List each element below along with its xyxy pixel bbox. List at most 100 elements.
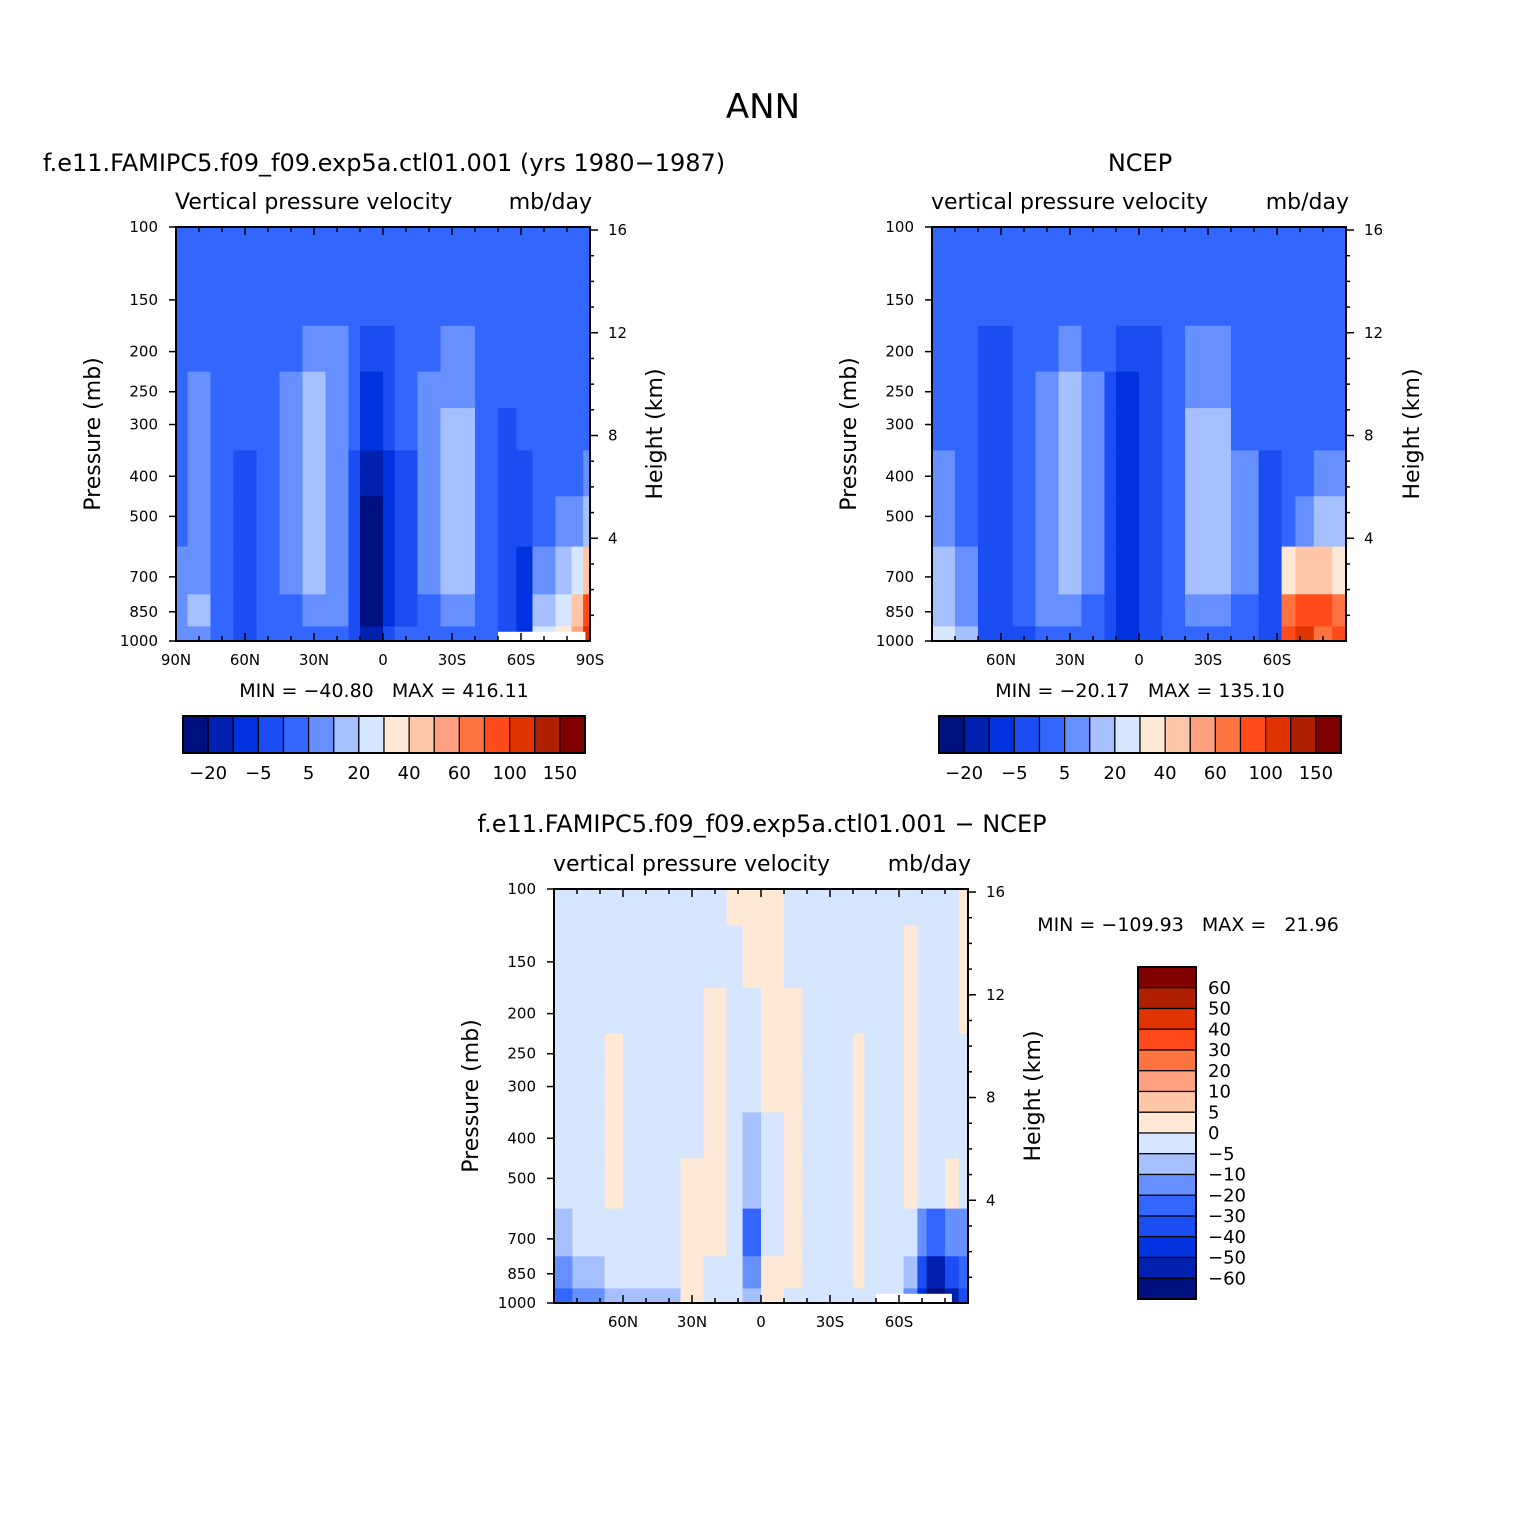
field-cell	[440, 371, 476, 409]
field-cell	[1295, 450, 1315, 497]
field-cell	[1162, 450, 1186, 497]
field-cell	[1332, 594, 1347, 627]
field-cell	[1231, 371, 1260, 409]
field-cell	[784, 1033, 803, 1071]
y-tick-label: 250	[129, 383, 158, 401]
field-cell	[210, 594, 235, 627]
field-cell	[784, 889, 803, 927]
field-cell	[383, 227, 396, 265]
y-tick-label: 200	[885, 343, 914, 361]
field-cell	[394, 227, 419, 265]
field-cell	[604, 1112, 624, 1159]
colorbar-label: 5	[303, 763, 314, 784]
panel-diff-ylabel: Pressure (mb)	[459, 1019, 484, 1173]
field-cell	[703, 1158, 728, 1210]
field-cell	[176, 371, 189, 409]
field-cell	[726, 1112, 744, 1159]
field-cell	[1104, 450, 1117, 497]
field-cell	[394, 450, 419, 497]
field-cell	[325, 408, 350, 451]
panel-model-title: f.e11.FAMIPC5.f09_f09.exp5a.ctl01.001 (y…	[43, 149, 725, 177]
field-cell	[1081, 450, 1106, 497]
field-cell	[1162, 546, 1186, 595]
colorbar-label: 5	[1059, 763, 1070, 784]
field-cell	[958, 1208, 969, 1257]
field-cell	[1313, 263, 1333, 327]
field-cell	[1116, 450, 1140, 497]
x-tick-label: 30N	[299, 651, 329, 669]
field-cell	[1012, 546, 1037, 595]
field-cell	[1281, 450, 1296, 497]
field-cell	[703, 1033, 728, 1071]
field-cell	[532, 263, 557, 327]
field-cell	[279, 371, 304, 409]
y-tick-label: 200	[129, 343, 158, 361]
field-cell	[417, 626, 442, 642]
field-cell	[864, 1158, 905, 1210]
field-cell	[742, 987, 762, 1035]
colorbar-swatch	[182, 715, 209, 754]
field-cell	[348, 594, 361, 627]
field-cell	[210, 263, 235, 327]
field-cell	[926, 889, 946, 927]
field-cell	[571, 450, 584, 497]
field-cell	[1332, 325, 1347, 373]
y-tick-label: 300	[885, 416, 914, 434]
missing-data-area	[498, 631, 586, 642]
field-cell	[1295, 408, 1315, 451]
field-cell	[864, 987, 905, 1035]
field-cell	[703, 1070, 728, 1113]
field-cell	[932, 450, 956, 497]
field-cell	[1081, 496, 1106, 548]
colorbar-label: −5	[245, 763, 272, 784]
field-cell	[360, 371, 384, 409]
field-cell	[903, 1070, 918, 1113]
field-cell	[853, 1070, 866, 1113]
field-cell	[1012, 496, 1037, 548]
field-cell	[680, 1033, 705, 1071]
colorbar-swatch	[1137, 1090, 1197, 1113]
field-cell	[932, 371, 956, 409]
field-cell	[1058, 325, 1083, 373]
field-cell	[1104, 263, 1117, 327]
field-cell	[360, 450, 384, 497]
colorbar-label: 100	[492, 763, 526, 784]
field-cell	[233, 227, 258, 265]
panel-model-ylabel: Pressure (mb)	[81, 357, 106, 511]
y-tick-label: 150	[885, 291, 914, 309]
field-cell	[233, 450, 258, 497]
field-cell	[1313, 594, 1333, 627]
field-cell	[233, 263, 258, 327]
colorbar-label: −50	[1208, 1248, 1246, 1269]
y-tick-label: 100	[129, 218, 158, 236]
y-tick-label: 400	[507, 1129, 536, 1147]
field-cell	[955, 496, 979, 548]
x-tick-label: 30N	[677, 1313, 707, 1331]
field-cell	[302, 408, 327, 451]
colorbar-swatch	[988, 715, 1015, 754]
y2-tick-label: 12	[608, 324, 627, 342]
field-cell	[680, 1256, 705, 1289]
field-cell	[325, 626, 350, 642]
field-cell	[325, 325, 350, 373]
field-cell	[498, 227, 517, 265]
field-cell	[279, 408, 304, 451]
field-cell	[1116, 263, 1140, 327]
colorbar-label: −20	[1208, 1185, 1246, 1206]
field-cell	[1104, 371, 1117, 409]
field-cell	[761, 1158, 785, 1210]
field-cell	[703, 889, 728, 927]
panel-ncep-left-label: vertical pressure velocity	[931, 190, 1208, 215]
y2-tick-label: 8	[1364, 427, 1374, 445]
field-cell	[360, 263, 384, 327]
field-cell	[417, 496, 442, 548]
field-cell	[784, 1208, 803, 1257]
field-cell	[926, 1208, 946, 1257]
colorbar-frame	[1137, 966, 1197, 1300]
field-cell	[360, 546, 384, 595]
field-cell	[1035, 408, 1060, 451]
field-cell	[1081, 408, 1106, 451]
field-cell	[623, 889, 682, 927]
field-cell	[1258, 496, 1283, 548]
colorbar-swatch	[938, 715, 965, 754]
